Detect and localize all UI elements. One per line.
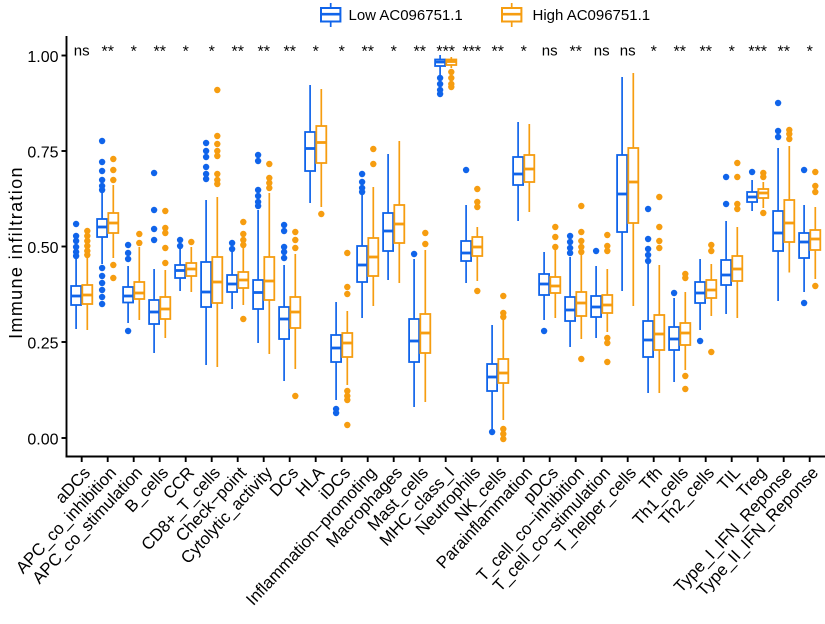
svg-text:0.00: 0.00	[27, 432, 58, 449]
svg-text:*: *	[339, 44, 345, 61]
svg-text:**: **	[491, 44, 503, 61]
svg-text:*: *	[313, 44, 319, 61]
svg-text:0.75: 0.75	[27, 145, 58, 162]
svg-text:**: **	[777, 44, 789, 61]
svg-text:*: *	[521, 44, 527, 61]
svg-text:ns: ns	[74, 43, 90, 60]
svg-text:ns: ns	[620, 43, 636, 60]
svg-text:**: **	[153, 44, 165, 61]
svg-text:*: *	[391, 44, 397, 61]
svg-text:**: **	[673, 44, 685, 61]
svg-text:***: ***	[436, 44, 455, 61]
svg-text:ns: ns	[542, 43, 558, 60]
svg-text:**: **	[569, 44, 581, 61]
svg-text:**: **	[699, 44, 711, 61]
svg-text:*: *	[183, 44, 189, 61]
svg-text:Low AC096751.1: Low AC096751.1	[349, 7, 463, 24]
svg-text:**: **	[361, 44, 373, 61]
svg-text:*: *	[729, 44, 735, 61]
svg-text:**: **	[257, 44, 269, 61]
svg-text:***: ***	[462, 44, 481, 61]
svg-text:Immune infiltration: Immune infiltration	[6, 166, 26, 339]
svg-text:ns: ns	[594, 43, 610, 60]
svg-text:***: ***	[748, 44, 767, 61]
svg-text:**: **	[231, 44, 243, 61]
svg-text:*: *	[807, 44, 813, 61]
svg-text:1.00: 1.00	[27, 49, 58, 66]
svg-text:*: *	[131, 44, 137, 61]
svg-text:High AC096751.1: High AC096751.1	[533, 7, 651, 24]
svg-text:**: **	[101, 44, 113, 61]
svg-text:**: **	[283, 44, 295, 61]
svg-text:0.50: 0.50	[27, 240, 58, 257]
svg-text:*: *	[651, 44, 657, 61]
svg-text:*: *	[209, 44, 215, 61]
svg-text:**: **	[413, 44, 425, 61]
svg-text:0.25: 0.25	[27, 336, 58, 353]
